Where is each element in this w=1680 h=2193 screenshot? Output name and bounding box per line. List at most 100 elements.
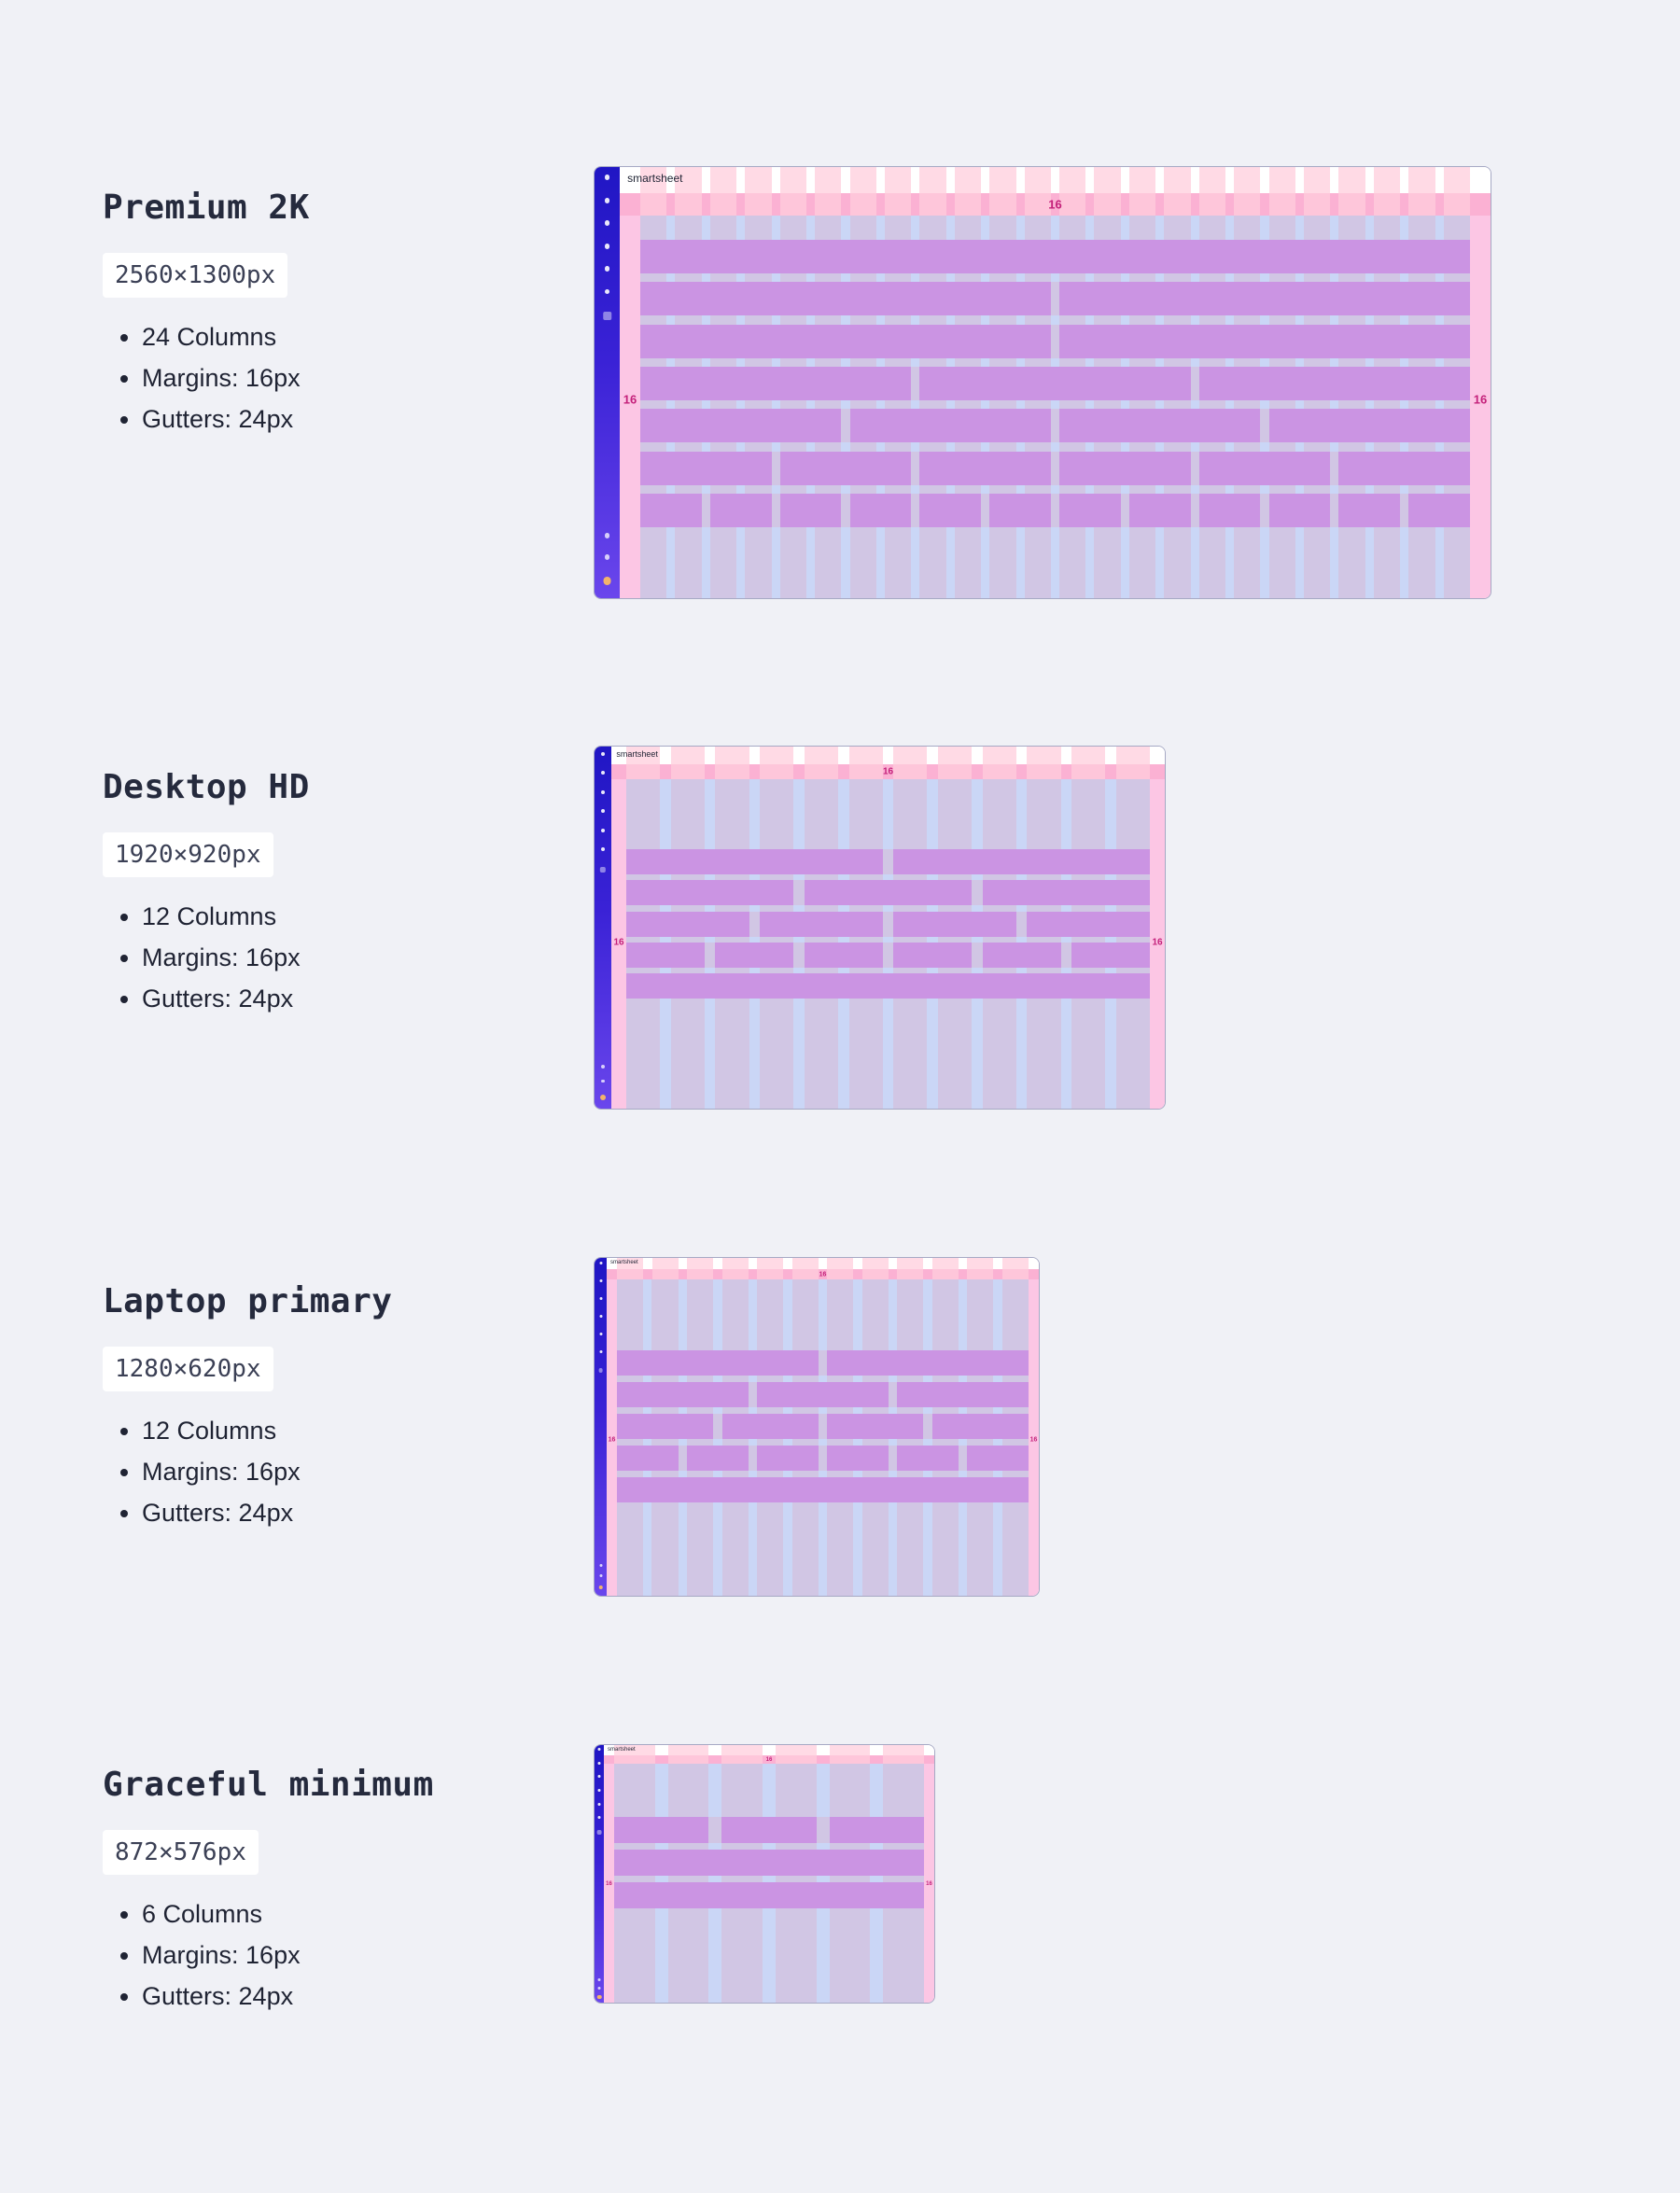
column-gutter	[945, 216, 955, 598]
segment-gap	[818, 1350, 828, 1376]
folder-icon	[601, 809, 605, 814]
grid-row-6-col	[614, 1850, 924, 1876]
segment-gap	[749, 911, 761, 937]
header-column	[931, 1258, 959, 1279]
header-column	[919, 167, 946, 216]
header-column	[721, 1745, 763, 1764]
segment-gap	[816, 1817, 830, 1843]
segment-gap	[958, 1446, 968, 1471]
breakpoint-info: Premium 2K 2560×1300px 24 Columns Margin…	[103, 189, 310, 440]
column-gutter	[1155, 216, 1165, 598]
segment-gap	[1260, 493, 1269, 527]
header-column	[1071, 747, 1106, 779]
home-icon	[604, 175, 610, 181]
segment-gap	[911, 493, 920, 527]
header-column	[827, 1258, 854, 1279]
brand-name: smartsheet	[616, 749, 658, 760]
header-column	[954, 167, 982, 216]
header-column	[779, 167, 807, 216]
segment-gap	[1060, 942, 1072, 968]
star-icon	[601, 847, 605, 852]
header-column	[884, 167, 912, 216]
clock-icon	[599, 1333, 602, 1336]
grid-row-2-col	[640, 282, 1470, 316]
header-column	[1128, 167, 1156, 216]
avatar	[598, 1585, 603, 1590]
breakpoint-dimensions: 1920×920px	[103, 832, 273, 877]
grid-row-12-col	[614, 1882, 924, 1908]
header-column	[614, 1745, 655, 1764]
star-icon	[597, 1816, 601, 1820]
segment-gap	[818, 1414, 828, 1439]
avatar	[596, 1994, 602, 1999]
column-gutter	[981, 216, 990, 598]
header-column	[626, 747, 661, 779]
segment-gap	[972, 880, 983, 906]
margin-label-left: 16	[623, 392, 637, 407]
grid-preview-laptop-primary: 16 16 16 smartsheet	[594, 1257, 1040, 1597]
column-gutter	[1225, 216, 1235, 598]
segment-gap	[1260, 409, 1269, 443]
navigation-rail	[595, 747, 611, 1109]
segment-gap	[911, 451, 920, 485]
segment-gap	[793, 942, 805, 968]
clock-icon	[601, 828, 605, 832]
header-column	[617, 1258, 644, 1279]
navigation-rail	[595, 167, 620, 598]
add-icon	[602, 311, 612, 321]
header-column	[1303, 167, 1331, 216]
breakpoint-info: Desktop HD 1920×920px 12 Columns Margins…	[103, 768, 310, 1019]
margin-label-right: 16	[1152, 937, 1163, 948]
header-column	[715, 747, 749, 779]
header-column	[651, 1258, 679, 1279]
content-area	[640, 216, 1470, 598]
search-icon	[597, 1761, 601, 1765]
grid-preview-premium-2k: 16 16 16 smartsheet	[594, 166, 1491, 599]
segment-gap	[704, 942, 716, 968]
header-column	[815, 167, 842, 216]
add-icon	[596, 1829, 602, 1835]
header-column	[1198, 167, 1226, 216]
header-column	[897, 1258, 924, 1279]
breakpoint-title: Laptop primary	[103, 1282, 393, 1320]
folder-icon	[597, 1789, 601, 1793]
header-column	[1373, 167, 1401, 216]
header-column	[721, 1258, 749, 1279]
breakpoint-title: Desktop HD	[103, 768, 310, 806]
segment-gap	[701, 493, 710, 527]
home-icon	[599, 1261, 602, 1264]
header-column	[640, 167, 667, 216]
header-column	[1338, 167, 1365, 216]
header-column	[937, 747, 973, 779]
add-icon	[598, 1368, 603, 1374]
segment-gap	[882, 849, 894, 874]
content-area	[626, 779, 1150, 1109]
column-gutter	[1050, 216, 1060, 598]
header-column	[883, 1745, 924, 1764]
clock-icon	[597, 1802, 601, 1806]
header-column	[775, 1745, 817, 1764]
header-column	[675, 167, 702, 216]
segment-gap	[841, 409, 850, 443]
home-icon	[597, 1748, 601, 1752]
breakpoint-specs: 12 Columns Margins: 16px Gutters: 24px	[103, 1410, 392, 1533]
grid-row-6-col	[626, 942, 1150, 968]
header-column	[1094, 167, 1121, 216]
breakpoint-info: Laptop primary 1280×620px 12 Columns Mar…	[103, 1282, 392, 1533]
column-gutter	[1330, 216, 1339, 598]
column-gutter	[875, 216, 885, 598]
grid-row-6-col	[640, 451, 1470, 485]
top-margin-band	[607, 1269, 1039, 1279]
grid-row-3-col	[640, 366, 1470, 400]
segment-gap	[888, 1382, 898, 1407]
spec-columns: 6 Columns	[142, 1893, 434, 1935]
launcher-icon	[604, 532, 610, 538]
header-column	[1024, 167, 1051, 216]
header-column	[670, 747, 705, 779]
column-gutter	[1365, 216, 1374, 598]
segment-gap	[771, 451, 780, 485]
notifications-icon	[597, 1775, 601, 1779]
breakpoint-specs: 12 Columns Margins: 16px Gutters: 24px	[103, 896, 310, 1019]
breakpoint-title: Graceful minimum	[103, 1766, 434, 1804]
header-column	[1059, 167, 1086, 216]
